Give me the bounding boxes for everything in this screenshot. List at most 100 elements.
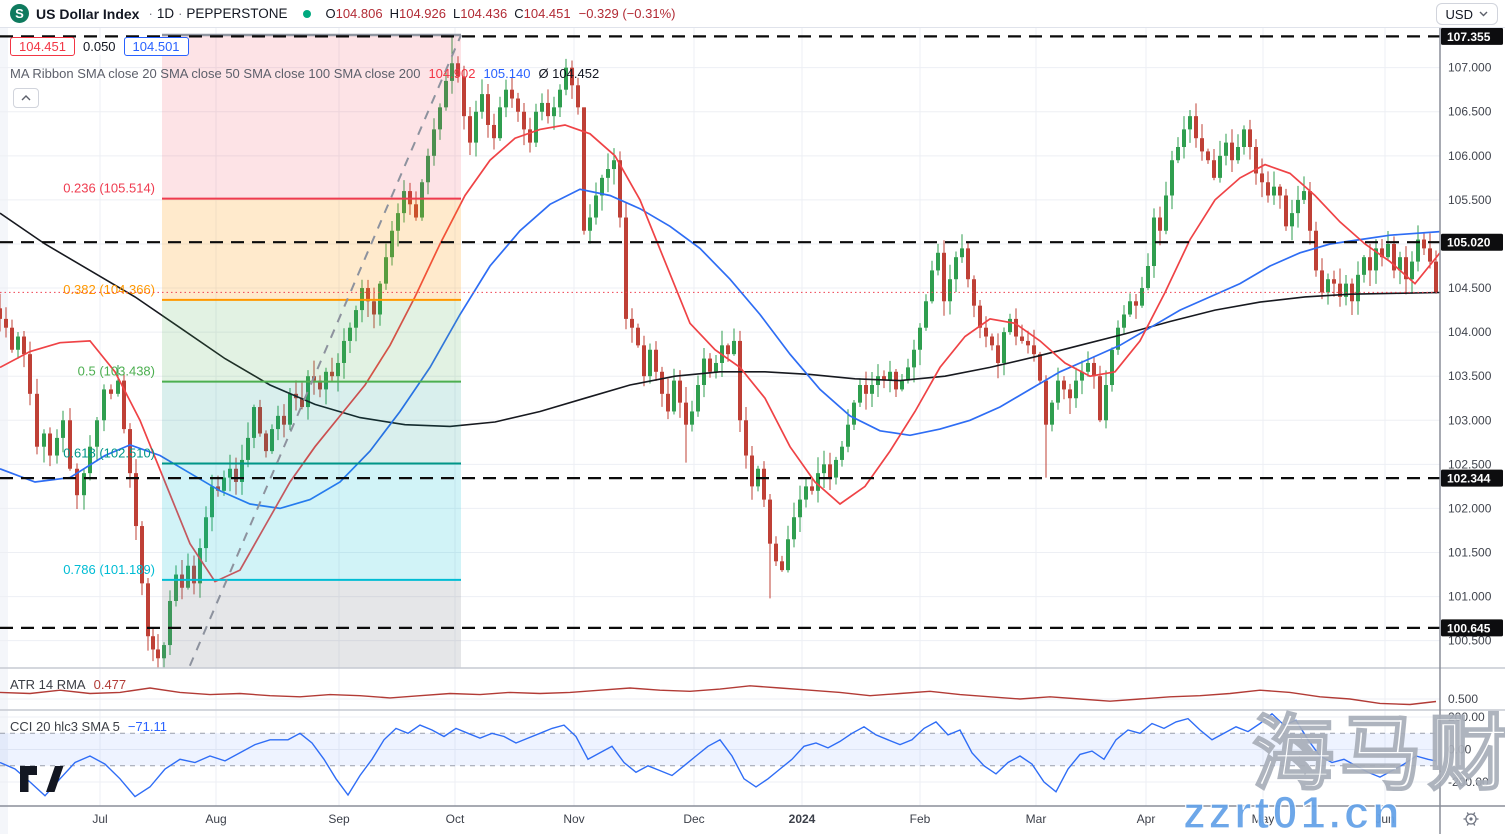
exchange-label[interactable]: PEPPERSTONE [186,6,288,21]
fib-labels: 0.236 (105.514) 0.382 (104.366) 0.5 (103.4… [63,181,155,577]
tradingview-logo[interactable] [20,766,64,792]
svg-text:107.355: 107.355 [1447,30,1491,44]
svg-text:0.382 (104.366): 0.382 (104.366) [63,282,155,297]
svg-text:0.236 (105.514): 0.236 (105.514) [63,181,155,196]
svg-text:102.344: 102.344 [1447,472,1491,486]
fib-trend-line[interactable] [163,34,462,728]
sma-average-value: Ø 104.452 [538,66,600,81]
low-value: 104.436 [460,6,508,21]
svg-text:105.500: 105.500 [1448,193,1492,207]
currency-button[interactable]: USD [1435,3,1498,25]
svg-text:Mar: Mar [1026,812,1047,826]
high-value: 104.926 [398,6,446,21]
svg-text:Sep: Sep [328,812,350,826]
gridlines [0,28,1440,806]
toolbar-separator: · [148,6,153,21]
price-level-chips: 107.355 105.020 102.344 100.645 [1441,27,1503,637]
svg-text:Oct: Oct [446,812,465,826]
spread-value: 0.050 [81,38,118,55]
svg-text:103.500: 103.500 [1448,369,1492,383]
chevron-down-icon [1479,11,1488,17]
open-label: O [325,6,336,21]
svg-text:200.00: 200.00 [1448,710,1485,724]
cci-title: CCI 20 hlc3 SMA 5 [10,719,120,734]
sell-price-box[interactable]: 104.451 [10,37,75,56]
sma50-line [0,188,1440,510]
svg-text:0.500: 0.500 [1448,692,1478,706]
svg-text:0.786 (101.189): 0.786 (101.189) [63,562,155,577]
svg-text:0.5 (103.438): 0.5 (103.438) [78,364,155,379]
market-status-dot [303,9,312,18]
svg-text:101.500: 101.500 [1448,545,1492,559]
sma20-line [0,124,1440,583]
sma20-value: 104.902 [428,66,476,81]
svg-text:0.618 (102.510): 0.618 (102.510) [63,445,155,460]
chevron-up-icon [21,95,31,101]
sma50-value: 105.140 [483,66,531,81]
svg-text:104.000: 104.000 [1448,325,1492,339]
axis-settings-gear-icon[interactable] [1463,812,1479,826]
svg-text:0.00: 0.00 [1448,743,1472,757]
svg-text:Dec: Dec [683,812,704,826]
atr-legend[interactable]: ATR 14 RMA 0.477 [10,677,126,692]
svg-text:101.000: 101.000 [1448,590,1492,604]
svg-text:Jun: Jun [1375,812,1394,826]
pane-separators[interactable] [0,667,1505,711]
symbol-logo[interactable]: S [10,4,29,23]
svg-text:Jul: Jul [92,812,107,826]
left-edge-strip [0,28,8,834]
svg-text:103.000: 103.000 [1448,413,1492,427]
svg-text:2024: 2024 [789,812,816,826]
svg-text:105.020: 105.020 [1447,236,1491,250]
open-value: 104.806 [335,6,383,21]
watermark-cn: 海马财经 [1252,709,1505,800]
cci-band [0,733,1440,766]
watermark-url: zzrt01.cn [1183,787,1403,834]
atr-value: 0.477 [93,677,127,692]
svg-text:Aug: Aug [205,812,226,826]
atr-pane [0,685,1437,706]
ohlc-readout: O104.806 H104.926 L104.436 C104.451 [325,6,570,21]
svg-text:Apr: Apr [1137,812,1156,826]
interval-button[interactable]: 1D [156,6,175,21]
close-value: 104.451 [523,6,571,21]
svg-text:May: May [1252,812,1275,826]
ma-ribbon-title: MA Ribbon SMA close 20 SMA close 50 SMA … [10,66,421,81]
ma-ribbon-legend[interactable]: MA Ribbon SMA close 20 SMA close 50 SMA … [10,66,599,81]
svg-text:107.000: 107.000 [1448,61,1492,75]
symbol-title[interactable]: US Dollar Index [36,5,140,22]
price-levels[interactable] [0,35,1440,629]
cci-legend[interactable]: CCI 20 hlc3 SMA 5 −71.11 [10,719,167,734]
svg-text:102.500: 102.500 [1448,457,1492,471]
low-label: L [452,6,461,21]
svg-text:104.500: 104.500 [1448,281,1492,295]
atr-title: ATR 14 RMA [10,677,86,692]
symbol-toolbar: S US Dollar Index · 1D · PEPPERSTONE O10… [0,0,1505,28]
cci-pane [0,712,1440,798]
time-axis[interactable]: Jul Aug Sep Oct Nov Dec 2024 Feb Mar Apr May Jun [92,812,1394,826]
svg-text:Feb: Feb [910,812,931,826]
price-axis[interactable]: 107.000 106.500 106.000 105.500 104.500 104.0… [1448,61,1492,789]
svg-text:-200.00: -200.00 [1448,775,1489,789]
svg-text:Nov: Nov [563,812,584,826]
fib-retracement[interactable] [162,33,462,728]
change-value: −0.329 (−0.31%) [578,6,676,21]
svg-text:102.000: 102.000 [1448,501,1492,515]
svg-text:100.645: 100.645 [1447,621,1491,635]
ma-ribbon-lines [0,124,1440,583]
currency-label: USD [1445,6,1473,22]
cci-value: −71.11 [127,719,167,734]
sma200-line [0,212,1440,428]
buy-price-box[interactable]: 104.501 [123,37,189,56]
svg-text:100.500: 100.500 [1448,634,1492,648]
svg-text:106.500: 106.500 [1448,105,1492,119]
close-label: C [514,6,524,21]
svg-text:106.000: 106.000 [1448,149,1492,163]
toolbar-separator: · [178,6,183,21]
cci-line [0,712,1437,798]
buy-sell-widget: 104.451 0.050 104.501 [10,37,189,56]
legend-collapse-button[interactable] [13,88,39,108]
high-label: H [389,6,399,21]
